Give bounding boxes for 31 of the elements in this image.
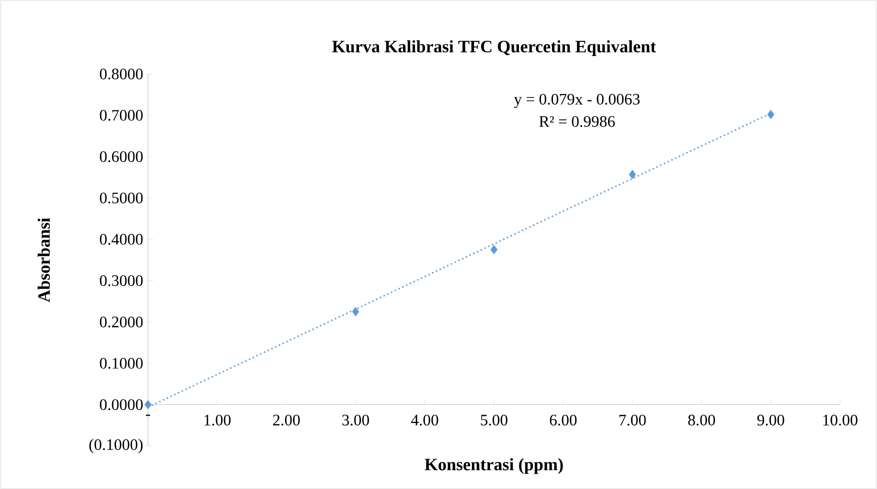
x-tick-label: 10.00	[823, 414, 858, 426]
x-tick-label: 6.00	[550, 414, 577, 426]
point	[144, 400, 152, 410]
point	[490, 245, 498, 254]
y-tick-label: 0.4000	[100, 234, 143, 245]
y-tick-label: 0.8000	[100, 68, 143, 80]
point	[628, 170, 636, 179]
annotation: y = 0.079x - 0.0063	[514, 94, 640, 108]
point	[352, 307, 360, 316]
x-axis-title: Konsentrasi (ppm)	[424, 458, 563, 474]
y-tick-label: 0.7000	[100, 110, 143, 121]
x-tick-label: 8.00	[688, 414, 715, 426]
y-tick-label: 0.5000	[100, 192, 143, 204]
y-tick-label: 0.3000	[100, 275, 143, 286]
y-tick-label: 0.6000	[100, 151, 143, 162]
x-tick-label: 4.00	[411, 414, 438, 426]
annotation: R² = 0.9986	[539, 116, 615, 127]
x-tick-label: 1.00	[204, 414, 231, 426]
y-tick-label: (0.1000)	[89, 438, 143, 454]
y-tick-label: 0.2000	[100, 316, 143, 328]
y-tick-label: 0.1000	[100, 358, 143, 369]
point	[767, 110, 774, 120]
y-axis-title: Absorbansi	[38, 218, 50, 302]
x-tick-label: 3.00	[342, 414, 369, 426]
x-tick-label: 9.00	[757, 414, 784, 426]
y-tick-label: 0.0000	[100, 399, 143, 410]
x-tick-label: 7.00	[619, 414, 646, 426]
chart-title: Kurva Kalibrasi TFC Quercetin Equivalent	[332, 40, 656, 56]
x-tick-label: 5.00	[480, 414, 508, 426]
x-tick-label: -	[146, 414, 150, 416]
x-tick-label: 2.00	[273, 414, 300, 426]
